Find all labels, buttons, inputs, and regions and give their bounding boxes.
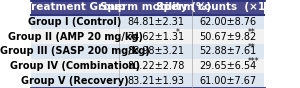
Bar — [119, 59, 192, 73]
Bar — [31, 59, 119, 73]
Text: 83.21±1.93: 83.21±1.93 — [127, 76, 184, 86]
Bar — [31, 73, 119, 88]
Text: 52.88±7.61: 52.88±7.61 — [199, 46, 256, 56]
Text: 74.62±1.31: 74.62±1.31 — [127, 32, 184, 42]
Text: Group IV (Combination): Group IV (Combination) — [10, 61, 140, 71]
Text: 50.67±9.82: 50.67±9.82 — [199, 32, 256, 42]
Text: Group III (SASP 200 mg/kg): Group III (SASP 200 mg/kg) — [0, 46, 150, 56]
Bar — [119, 44, 192, 59]
Bar — [31, 44, 119, 59]
Text: Group II (AMP 20 mg/kg): Group II (AMP 20 mg/kg) — [8, 32, 142, 42]
Bar — [31, 29, 119, 44]
Bar — [119, 15, 192, 29]
Text: ***: *** — [248, 57, 260, 66]
Bar — [192, 44, 264, 59]
Text: **: ** — [248, 43, 256, 52]
Text: 61.00±7.67: 61.00±7.67 — [200, 76, 256, 86]
Text: **: ** — [248, 28, 256, 37]
Text: Sperm counts  (×10⁶/ml): Sperm counts (×10⁶/ml) — [156, 2, 300, 12]
Bar — [192, 15, 264, 29]
Text: Treatment Group: Treatment Group — [25, 2, 125, 12]
Bar — [31, 15, 119, 29]
Bar — [192, 59, 264, 73]
Bar — [192, 0, 264, 15]
Bar — [31, 0, 119, 15]
Text: 80.22±2.78: 80.22±2.78 — [127, 61, 184, 71]
Text: 29.65±6.54: 29.65±6.54 — [199, 61, 256, 71]
Text: 62.00±8.76: 62.00±8.76 — [200, 17, 256, 27]
Text: Sperm motility (%): Sperm motility (%) — [100, 2, 211, 12]
Bar — [119, 29, 192, 44]
Text: *: * — [176, 28, 180, 37]
Text: 88.98±3.21: 88.98±3.21 — [127, 46, 184, 56]
Bar — [192, 73, 264, 88]
Bar — [192, 29, 264, 44]
Text: Group I (Control): Group I (Control) — [28, 17, 122, 27]
Text: Group V (Recovery): Group V (Recovery) — [21, 76, 129, 86]
Bar — [119, 0, 192, 15]
Text: 84.81±2.31: 84.81±2.31 — [127, 17, 184, 27]
Bar — [119, 73, 192, 88]
